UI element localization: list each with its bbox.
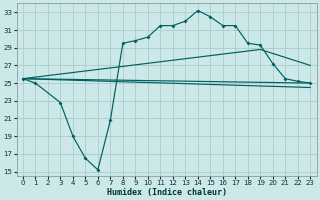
- X-axis label: Humidex (Indice chaleur): Humidex (Indice chaleur): [107, 188, 227, 197]
